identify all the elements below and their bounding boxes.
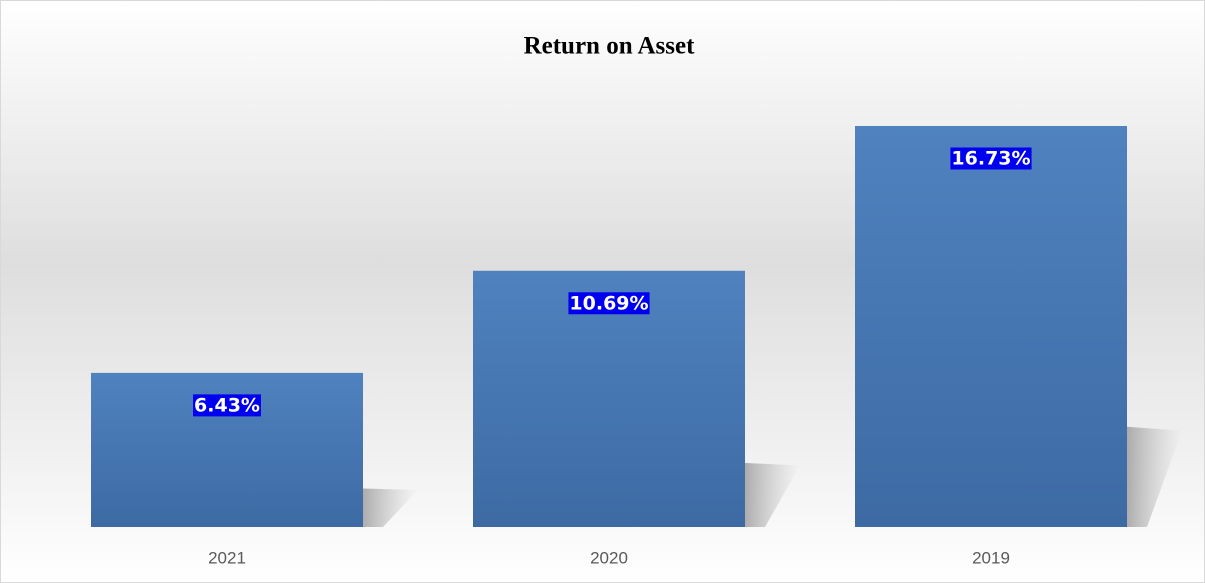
- value-label: 10.69%: [569, 292, 648, 314]
- bar-shadow: [745, 462, 800, 527]
- chart-title: Return on Asset: [524, 33, 696, 60]
- x-tick-label: 2021: [208, 548, 246, 567]
- value-label: 6.43%: [194, 394, 260, 416]
- value-label-bg: [950, 147, 1032, 170]
- x-tick-label: 2019: [972, 548, 1010, 567]
- bar-shadow: [363, 488, 418, 527]
- value-label-bg: [568, 292, 650, 315]
- bar-shadow: [1127, 426, 1182, 527]
- bar: [855, 126, 1127, 527]
- value-label-bg: [193, 394, 261, 417]
- x-tick-label: 2020: [590, 548, 628, 567]
- value-label: 16.73%: [951, 148, 1030, 170]
